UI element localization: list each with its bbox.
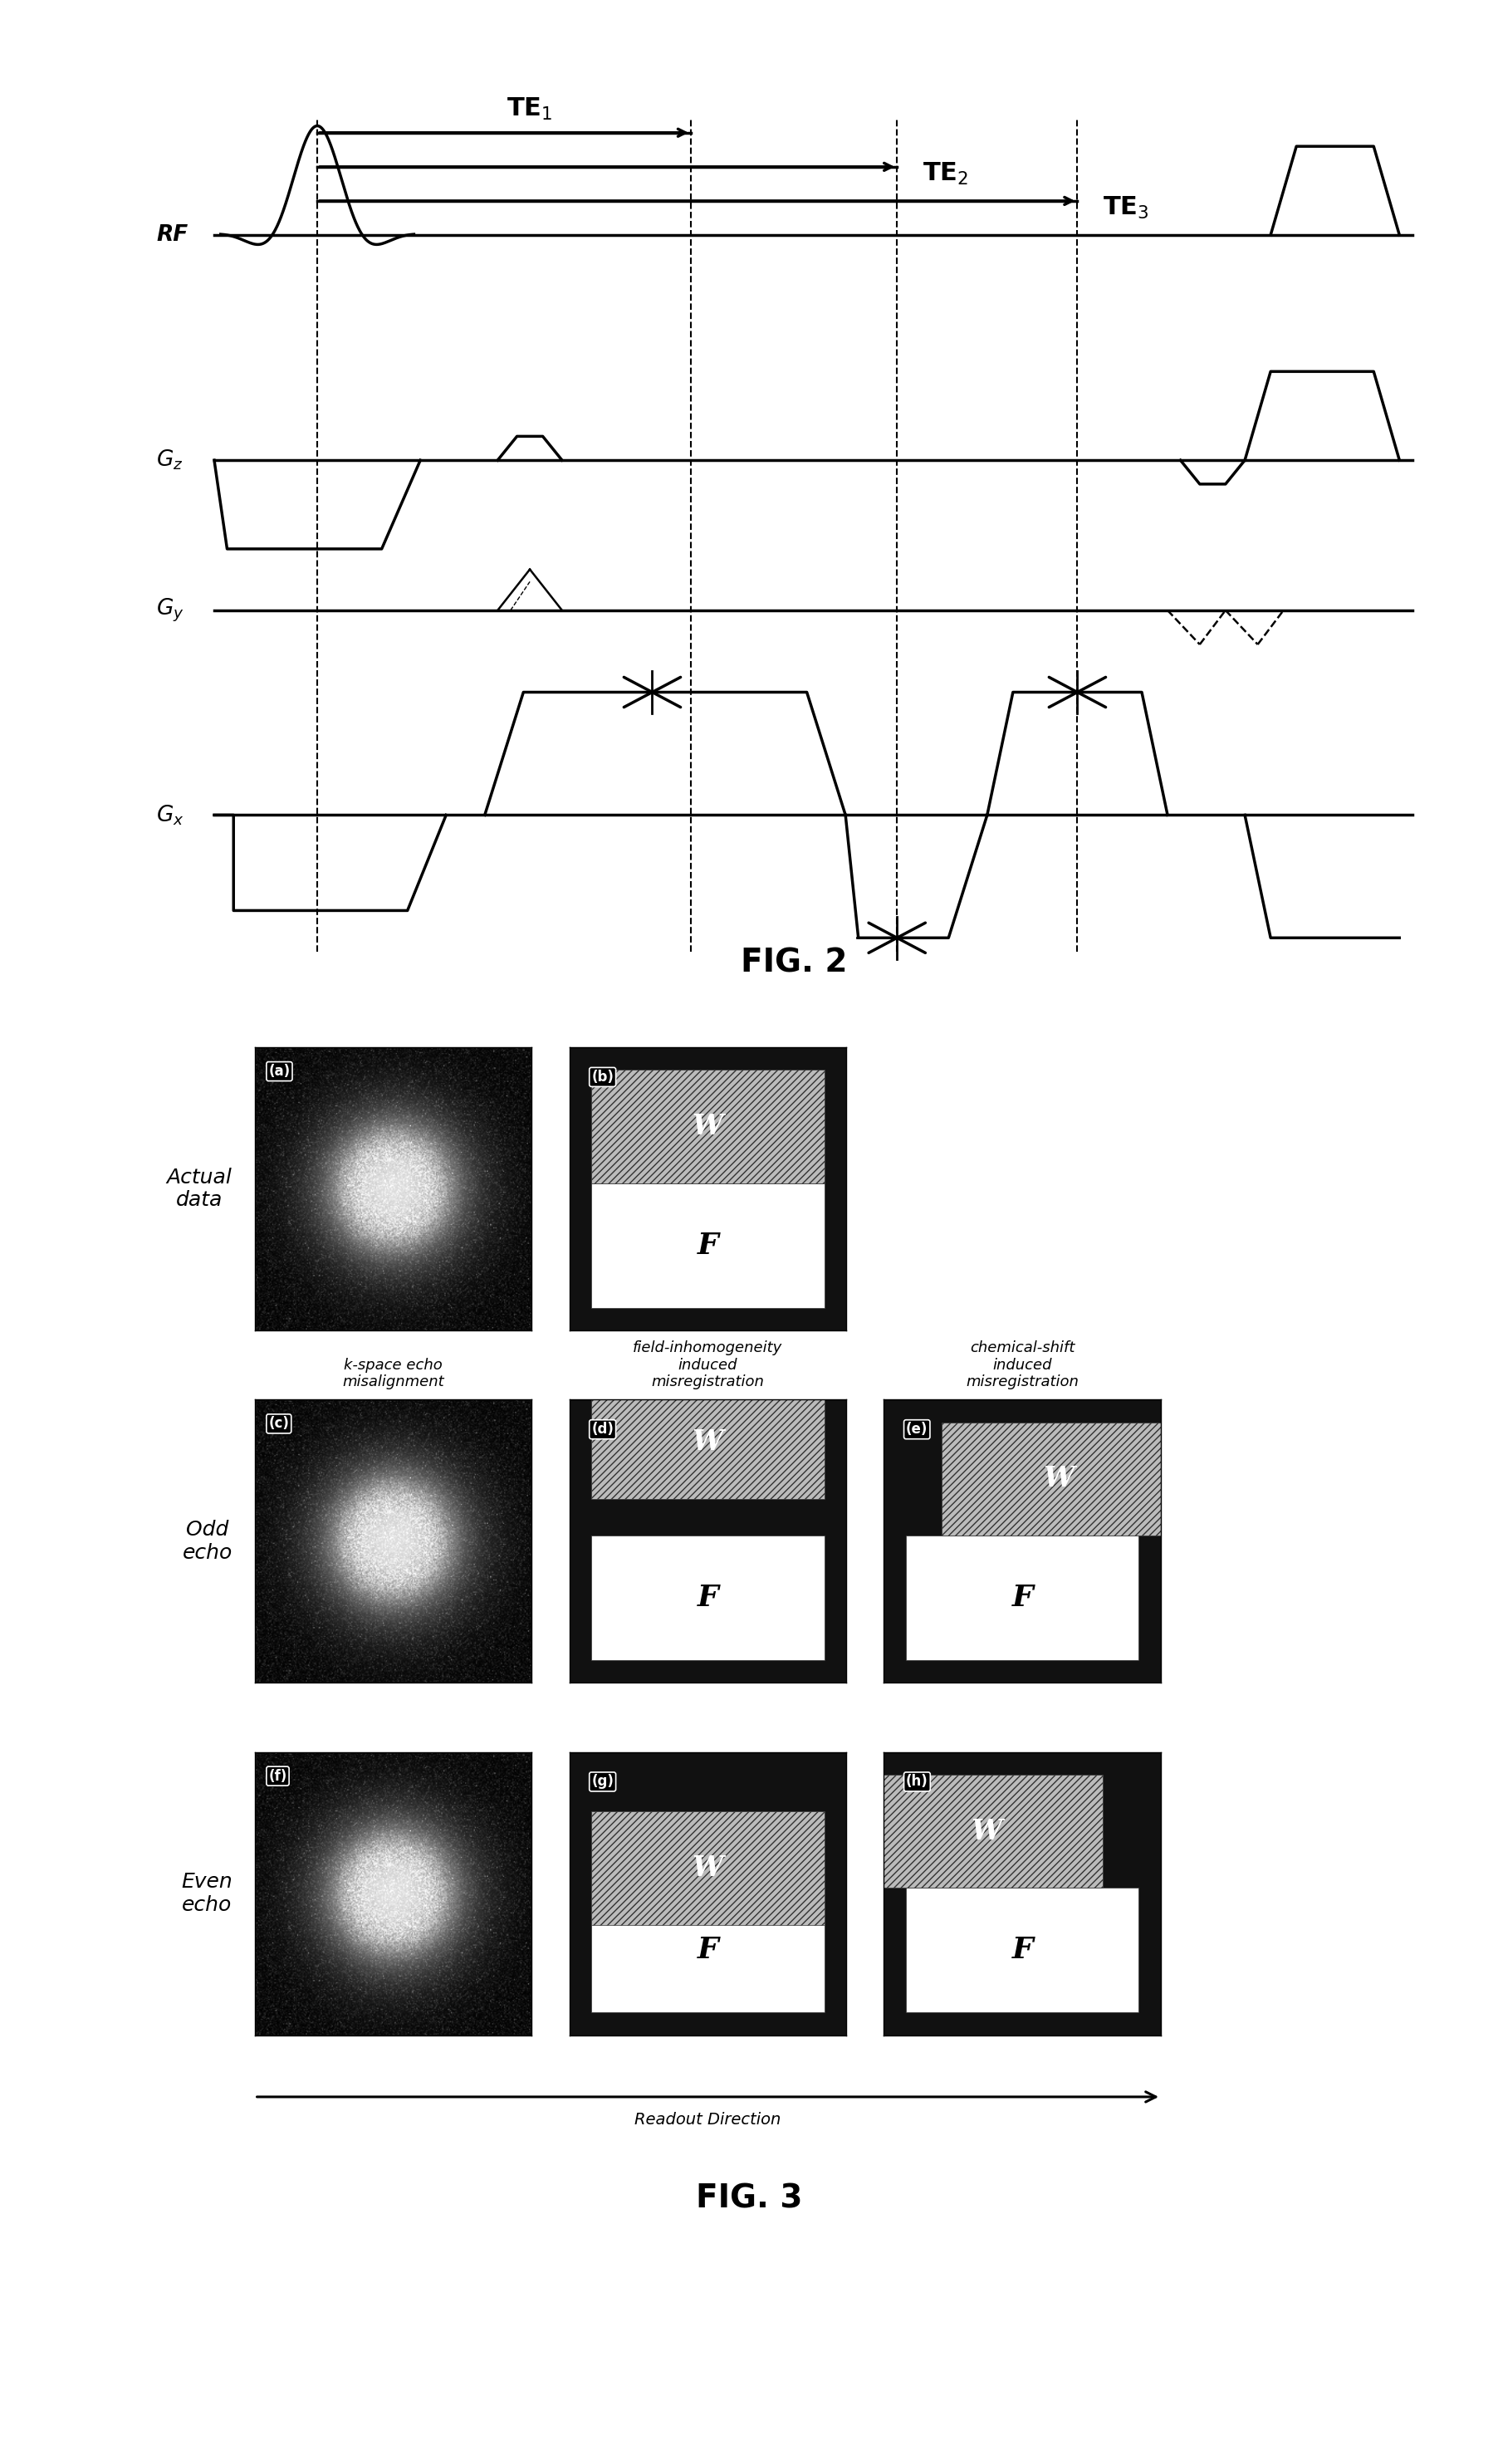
Text: (h): (h) [906, 1774, 929, 1789]
Bar [592, 1183, 824, 1308]
Text: (c): (c) [268, 1417, 289, 1432]
Text: Readout Direction: Readout Direction [635, 2112, 780, 2126]
Bar [592, 1385, 824, 1498]
Text: (f): (f) [268, 1769, 288, 1784]
Text: (e): (e) [906, 1422, 927, 1437]
Bar [906, 1887, 1138, 2013]
Text: W: W [1043, 1466, 1074, 1493]
Text: F: F [697, 1584, 719, 1611]
Text: Even
echo: Even echo [181, 1873, 232, 1915]
Text: TE$_2$: TE$_2$ [923, 160, 969, 187]
Text: k-space echo
misalignment: k-space echo misalignment [343, 1358, 443, 1390]
Text: W: W [692, 1855, 724, 1882]
Text: W: W [692, 1114, 724, 1141]
Text: W: W [971, 1818, 1002, 1846]
Text: FIG. 2: FIG. 2 [740, 946, 848, 978]
Text: F: F [697, 1232, 719, 1259]
Bar [870, 1774, 1103, 1887]
Text: (d): (d) [592, 1422, 614, 1437]
Text: F: F [1011, 1584, 1034, 1611]
Bar [592, 1535, 824, 1661]
Text: Actual
data: Actual data [166, 1168, 232, 1210]
Text: $G_x$: $G_x$ [156, 803, 184, 828]
Text: (g): (g) [592, 1774, 614, 1789]
Text: field-inhomogeneity
induced
misregistration: field-inhomogeneity induced misregistrat… [634, 1340, 782, 1390]
Text: (b): (b) [592, 1069, 614, 1084]
Text: $G_y$: $G_y$ [156, 596, 184, 623]
Text: $G_z$: $G_z$ [156, 448, 183, 473]
Text: (a): (a) [268, 1064, 291, 1079]
Text: F: F [1011, 1937, 1034, 1964]
Text: FIG. 3: FIG. 3 [695, 2183, 803, 2215]
Bar [906, 1535, 1138, 1661]
Text: TE$_3$: TE$_3$ [1103, 195, 1149, 222]
Text: RF: RF [156, 224, 189, 246]
Bar [592, 1811, 824, 1924]
Text: F: F [697, 1937, 719, 1964]
Bar [942, 1422, 1174, 1535]
Text: Odd
echo: Odd echo [183, 1520, 232, 1562]
Text: TE$_1$: TE$_1$ [506, 96, 553, 123]
Text: chemical-shift
induced
misregistration: chemical-shift induced misregistration [966, 1340, 1079, 1390]
Text: W: W [692, 1429, 724, 1456]
Bar [592, 1069, 824, 1183]
Bar [592, 1887, 824, 2013]
